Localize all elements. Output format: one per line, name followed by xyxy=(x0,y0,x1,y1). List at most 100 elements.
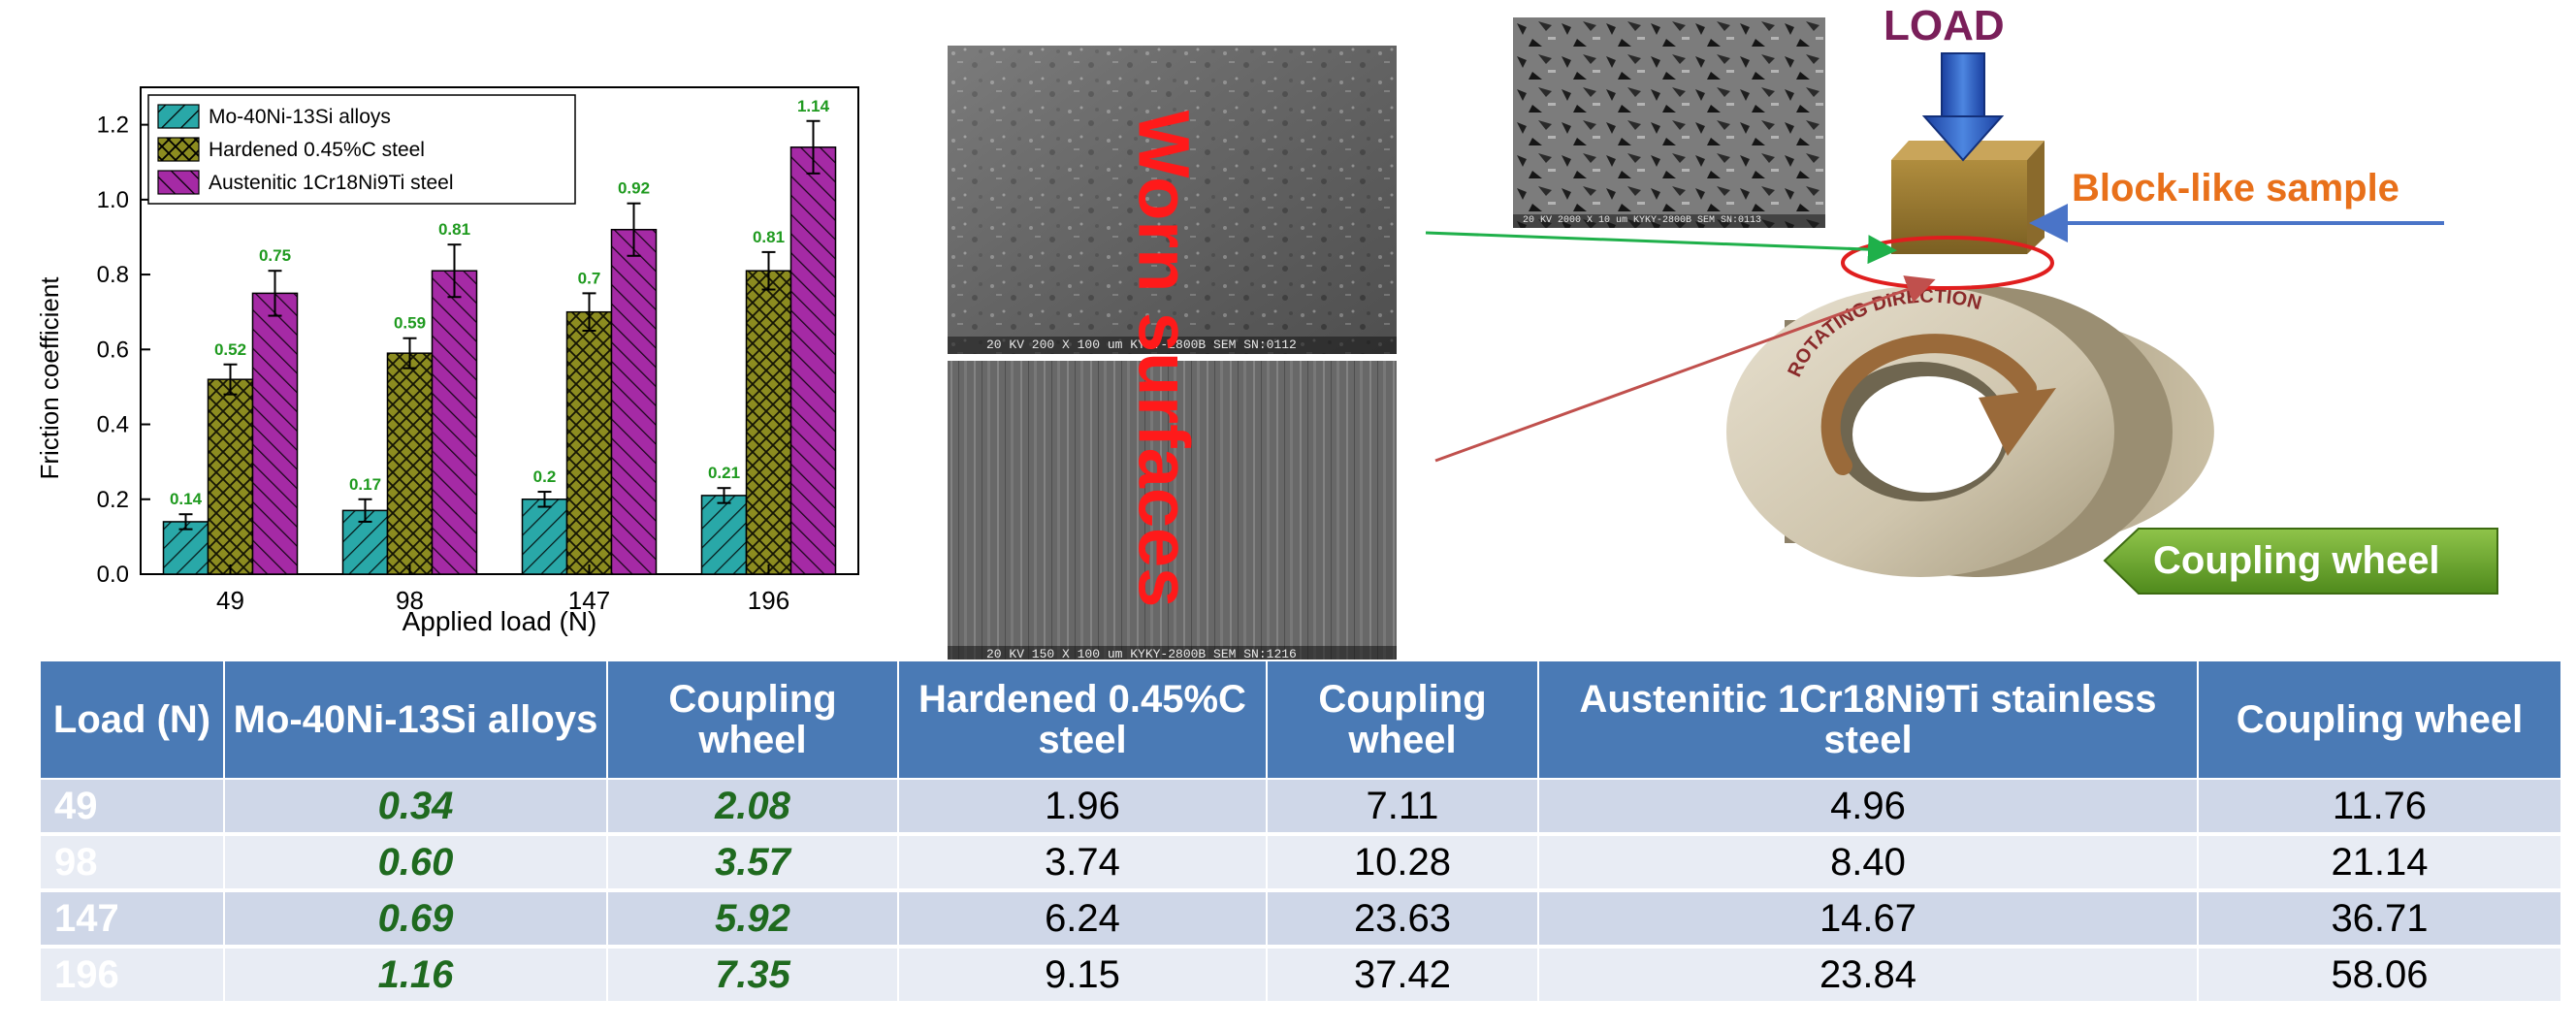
bar-hatch xyxy=(387,353,433,574)
cell-coupling-2: 7.11 xyxy=(1266,779,1539,836)
data-label: 0.52 xyxy=(214,340,246,359)
sem-image-top: 20 KV 200 X 100 um KYKY-2800B SEM SN:011… xyxy=(948,46,1397,354)
cell-austenitic-steel: 8.40 xyxy=(1537,834,2199,892)
cell-mo-alloy: 0.60 xyxy=(223,834,608,892)
bar-hatch xyxy=(252,293,298,574)
x-tick-label: 147 xyxy=(568,586,610,615)
legend-label: Hardened 0.45%C steel xyxy=(209,139,425,161)
sem-bottom-caption: 20 KV 150 X 100 um KYKY-2800B SEM SN:121… xyxy=(948,646,1397,663)
data-label: 1.14 xyxy=(797,97,830,115)
cell-hardened-steel: 9.15 xyxy=(897,947,1268,1005)
cell-mo-alloy: 0.34 xyxy=(223,779,608,836)
sem-top-caption: 20 KV 200 X 100 um KYKY-2800B SEM SN:011… xyxy=(948,337,1397,354)
table-header-row: Load (N) Mo-40Ni-13Si alloys Coupling wh… xyxy=(39,660,2562,780)
cell-coupling-2: 10.28 xyxy=(1266,834,1539,892)
header-coupling-3: Coupling wheel xyxy=(2197,660,2562,780)
rotating-direction-label: ROTATING DIRECTION xyxy=(1784,286,1983,381)
y-tick-label: 0.4 xyxy=(97,412,129,438)
rotation-arrowhead xyxy=(1979,388,2056,456)
cell-hardened-steel: 6.24 xyxy=(897,890,1268,949)
cell-coupling-3: 36.71 xyxy=(2197,890,2562,949)
block-sample xyxy=(1891,141,2045,254)
header-coupling-1: Coupling wheel xyxy=(606,660,899,780)
x-tick-label: 196 xyxy=(748,586,789,615)
cell-coupling-3: 11.76 xyxy=(2197,779,2562,836)
bar-hatch xyxy=(701,495,747,574)
header-hardened-steel: Hardened 0.45%C steel xyxy=(897,660,1268,780)
cell-hardened-steel: 1.96 xyxy=(897,779,1268,836)
bar-hatch xyxy=(611,229,657,574)
bar-hatch xyxy=(746,271,791,574)
sem-image-bottom: 20 KV 150 X 100 um KYKY-2800B SEM SN:121… xyxy=(948,361,1397,663)
cell-coupling-2: 23.63 xyxy=(1266,890,1539,949)
sem-inset-texture xyxy=(1513,17,1825,228)
sem-top-texture xyxy=(948,46,1397,354)
legend-swatch-hatch xyxy=(158,138,199,161)
data-label: 0.21 xyxy=(708,464,740,482)
cell-load: 147 xyxy=(39,890,225,949)
sem-bottom-texture xyxy=(948,361,1397,663)
legend-swatch-hatch xyxy=(158,171,199,194)
rotating-direction-text: ROTATING DIRECTION xyxy=(1784,286,1983,381)
data-label: 0.75 xyxy=(259,246,291,265)
table-row: 98 0.60 3.57 3.74 10.28 8.40 21.14 xyxy=(39,834,2562,892)
x-tick-label: 98 xyxy=(396,586,424,615)
bar-hatch xyxy=(432,271,477,574)
cell-austenitic-steel: 23.84 xyxy=(1537,947,2199,1005)
table-row: 147 0.69 5.92 6.24 23.63 14.67 36.71 xyxy=(39,890,2562,949)
friction-bar-chart: 0.14 0.52 0.75 0.17 0.59 0.81 0.2 0.7 0.92 0.21 0.… xyxy=(35,86,859,636)
y-tick-label: 0.0 xyxy=(97,562,129,588)
sem-image-inset: 20 KV 2000 X 10 um KYKY-2800B SEM SN:011… xyxy=(1513,17,1825,228)
data-label: 0.7 xyxy=(578,269,601,287)
load-label: LOAD xyxy=(1884,2,2005,49)
cell-coupling-1: 3.57 xyxy=(606,834,899,892)
cell-coupling-2: 37.42 xyxy=(1266,947,1539,1005)
cell-load: 196 xyxy=(39,947,225,1005)
data-label: 0.59 xyxy=(394,314,426,333)
coupling-wheel-label: Coupling wheel xyxy=(2153,539,2440,582)
bar-hatch xyxy=(163,521,209,574)
cell-coupling-3: 21.14 xyxy=(2197,834,2562,892)
load-arrow xyxy=(1921,52,2005,162)
pointer-arrow-green xyxy=(1425,231,1897,265)
cell-load: 98 xyxy=(39,834,225,892)
cell-coupling-1: 2.08 xyxy=(606,779,899,836)
x-axis-title: Applied load (N) xyxy=(402,606,597,636)
contact-zone-ellipse xyxy=(1841,236,2054,290)
cell-coupling-1: 7.35 xyxy=(606,947,899,1005)
bar-hatch xyxy=(522,499,567,574)
y-tick-label: 0.2 xyxy=(97,487,129,513)
cell-coupling-3: 58.06 xyxy=(2197,947,2562,1005)
pointer-arrow-red xyxy=(1434,275,1936,463)
legend-box xyxy=(147,94,576,205)
data-label: 0.81 xyxy=(438,220,470,239)
rotation-arrow xyxy=(1820,334,2037,475)
worn-surfaces-label: Worn surfaces xyxy=(1123,110,1205,608)
y-tick-label: 0.6 xyxy=(97,337,129,363)
data-label: 0.81 xyxy=(753,228,785,246)
cell-load: 49 xyxy=(39,779,225,836)
cell-hardened-steel: 3.74 xyxy=(897,834,1268,892)
wear-rate-table: Load (N) Mo-40Ni-13Si alloys Coupling wh… xyxy=(39,660,2562,1005)
cell-coupling-1: 5.92 xyxy=(606,890,899,949)
coupling-wheel xyxy=(1726,286,2214,577)
cell-austenitic-steel: 4.96 xyxy=(1537,779,2199,836)
legend-swatch-hatch xyxy=(158,105,199,128)
x-tick-label: 49 xyxy=(216,586,244,615)
cell-austenitic-steel: 14.67 xyxy=(1537,890,2199,949)
cell-mo-alloy: 0.69 xyxy=(223,890,608,949)
sem-inset-caption: 20 KV 2000 X 10 um KYKY-2800B SEM SN:011… xyxy=(1513,214,1825,228)
block-sample-label: Block-like sample xyxy=(2072,167,2399,209)
y-tick-label: 0.8 xyxy=(97,262,129,288)
data-label: 0.2 xyxy=(533,467,557,486)
bar-hatch xyxy=(208,379,253,574)
bar-hatch xyxy=(566,311,612,574)
header-mo-alloy: Mo-40Ni-13Si alloys xyxy=(223,660,608,780)
legend-label: Austenitic 1Cr18Ni9Ti steel xyxy=(209,172,454,194)
y-axis-title: Friction coefficient xyxy=(35,276,64,480)
header-coupling-2: Coupling wheel xyxy=(1266,660,1539,780)
data-label: 0.14 xyxy=(170,490,203,508)
header-austenitic-steel: Austenitic 1Cr18Ni9Ti stainless steel xyxy=(1537,660,2199,780)
table-row: 49 0.34 2.08 1.96 7.11 4.96 11.76 xyxy=(39,779,2562,836)
y-tick-label: 1.2 xyxy=(97,113,129,139)
